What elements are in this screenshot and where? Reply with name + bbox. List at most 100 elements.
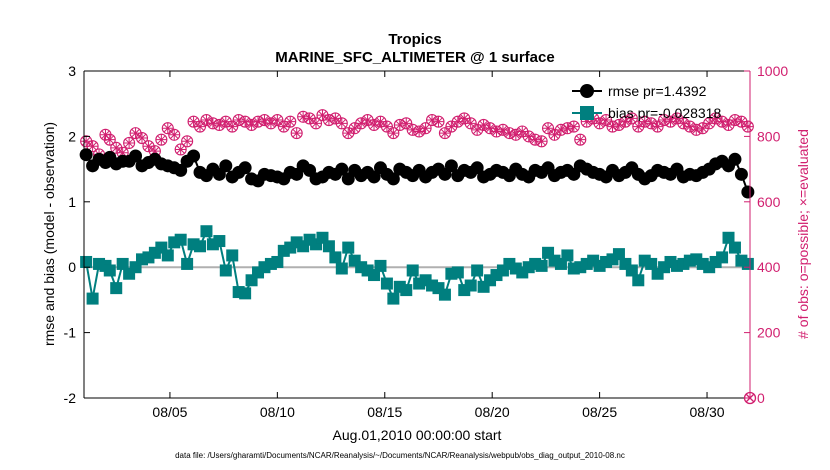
obs-evaluated-point <box>465 117 477 129</box>
obs-evaluated-point <box>542 122 554 134</box>
obs-evaluated-point <box>458 112 470 124</box>
rmse-point <box>335 162 349 176</box>
bias-point <box>728 241 741 254</box>
bias-point <box>239 287 252 300</box>
bias-point <box>213 235 226 248</box>
bias-point <box>612 248 625 261</box>
obs-evaluated-point <box>258 114 270 126</box>
y2-axis-label: # of obs: o=possible; ×=evaluated <box>795 129 811 339</box>
rmse-point <box>129 149 143 163</box>
y2-tick-label: 0 <box>757 390 765 406</box>
obs-evaluated-point <box>200 114 212 126</box>
x-tick-label: 08/10 <box>260 404 295 420</box>
obs-evaluated-point <box>445 121 457 133</box>
rmse-point <box>386 172 400 186</box>
x-tick-label: 08/30 <box>690 404 725 420</box>
obs-evaluated-point <box>742 121 754 133</box>
obs-evaluated-point <box>246 119 258 131</box>
obs-evaluated-point <box>142 140 154 152</box>
obs-evaluated-point <box>426 114 438 126</box>
obs-evaluated-point <box>265 117 277 129</box>
rmse-point <box>741 185 755 199</box>
bias-point <box>368 269 381 282</box>
obs-evaluated-point <box>619 116 631 128</box>
obs-evaluated-point <box>607 121 619 133</box>
obs-evaluated-point <box>374 116 386 128</box>
bias-point <box>123 267 136 280</box>
rmse-point <box>219 159 233 173</box>
obs-evaluated-point <box>284 116 296 128</box>
obs-evaluated-point <box>548 129 560 141</box>
bias-point <box>219 264 232 277</box>
obs-evaluated-point <box>613 119 625 131</box>
obs-evaluated-point <box>136 132 148 144</box>
obs-evaluated-point <box>329 112 341 124</box>
obs-evaluated-point <box>529 134 541 146</box>
obs-evaluated-point <box>400 117 412 129</box>
obs-evaluated-point <box>561 122 573 134</box>
obs-evaluated-point <box>226 121 238 133</box>
bias-point <box>110 282 123 295</box>
y2-tick-label: 400 <box>757 259 781 275</box>
obs-evaluated-point <box>478 119 490 131</box>
legend-bias-label: bias pr=-0.028318 <box>608 105 721 121</box>
bias-point <box>625 264 638 277</box>
bias-point <box>181 257 194 270</box>
bias-point <box>322 240 335 253</box>
rmse-point <box>238 161 252 175</box>
obs-evaluated-point <box>188 116 200 128</box>
obs-evaluated-point <box>510 129 522 141</box>
obs-evaluated-point <box>291 127 303 139</box>
obs-evaluated-point <box>278 121 290 133</box>
obs-evaluated-point <box>336 117 348 129</box>
obs-evaluated-point <box>484 122 496 134</box>
obs-evaluated-point <box>574 134 586 146</box>
obs-evaluated-point <box>162 122 174 134</box>
obs-evaluated-point <box>123 137 135 149</box>
bias-point <box>200 225 213 238</box>
y2-tick-label: 200 <box>757 325 781 341</box>
bias-point <box>103 264 116 277</box>
obs-evaluated-point <box>600 114 612 126</box>
bias-point <box>645 257 658 270</box>
bias-point <box>342 241 355 254</box>
y-axis-label: rmse and bias (model - observation) <box>41 122 57 346</box>
obs-evaluated-point <box>581 116 593 128</box>
bias-point <box>174 233 187 246</box>
obs-evaluated-point <box>497 124 509 136</box>
obs-evaluated-point <box>110 142 122 154</box>
obs-evaluated-point <box>658 114 670 126</box>
bias-point <box>194 240 207 253</box>
footnote: data file: /Users/gharamti/Documents/NCA… <box>175 451 625 460</box>
obs-evaluated-point <box>304 112 316 124</box>
obs-evaluated-point <box>729 114 741 126</box>
bias-point <box>400 284 413 297</box>
x-tick-label: 08/25 <box>582 404 617 420</box>
obs-evaluated-point <box>194 121 206 133</box>
legend-rmse-marker <box>580 84 594 98</box>
bias-point <box>561 249 574 262</box>
obs-evaluated-point <box>368 119 380 131</box>
obs-evaluated-point <box>439 127 451 139</box>
bias-point <box>503 257 516 270</box>
bias-point <box>329 251 342 264</box>
obs-evaluated-point <box>716 116 728 128</box>
bias-point <box>716 251 729 264</box>
obs-evaluated-point <box>355 117 367 129</box>
obs-evaluated-point <box>632 121 644 133</box>
obs-evaluated-point <box>130 127 142 139</box>
x-axis-label: Aug.01,2010 00:00:00 start <box>333 427 502 443</box>
chart-title: Tropics <box>388 31 441 48</box>
legend: rmse pr=1.4392 bias pr=-0.028318 <box>572 83 721 121</box>
obs-evaluated-point <box>394 119 406 131</box>
y-tick-label: 3 <box>68 63 76 79</box>
obs-evaluated-point <box>420 122 432 134</box>
y-tick-label: -2 <box>64 390 77 406</box>
obs-evaluated-point <box>555 124 567 136</box>
bias-point <box>380 277 393 290</box>
rmse-point <box>444 159 458 173</box>
bias-point <box>632 274 645 287</box>
obs-evaluated-point <box>684 121 696 133</box>
rmse-point <box>174 163 188 177</box>
